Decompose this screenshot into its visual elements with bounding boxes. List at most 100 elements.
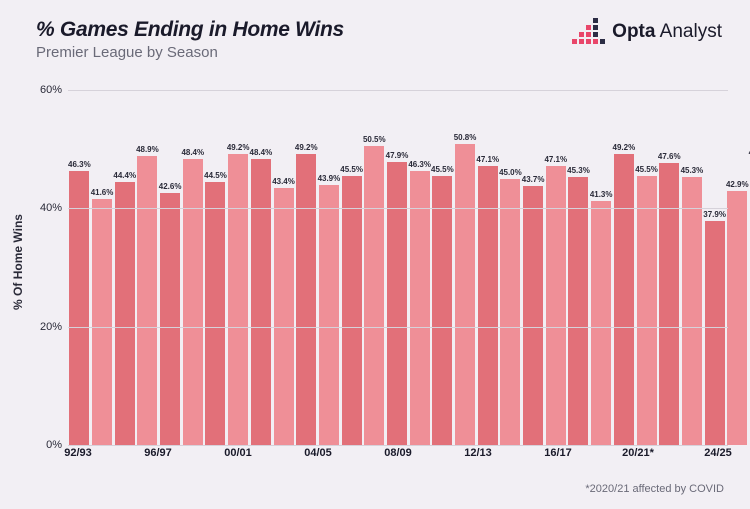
bar: 45.5% bbox=[431, 90, 454, 445]
x-tick-label: 08/09 bbox=[384, 447, 412, 459]
bar-value-label: 41.3% bbox=[590, 190, 613, 199]
bar: 44.5% bbox=[204, 90, 227, 445]
bar-value-label: 49.2% bbox=[295, 143, 318, 152]
bar: 43.9% bbox=[318, 90, 341, 445]
bar: 43.7% bbox=[522, 90, 545, 445]
bar-value-label: 47.6% bbox=[658, 152, 681, 161]
bar-rect bbox=[682, 177, 702, 445]
bar-value-label: 45.5% bbox=[431, 165, 454, 174]
bar-value-label: 45.3% bbox=[567, 166, 590, 175]
bar-rect bbox=[705, 221, 725, 445]
bar-rect bbox=[274, 188, 294, 445]
bar-rect bbox=[591, 201, 611, 445]
chart-subtitle: Premier League by Season bbox=[36, 44, 344, 61]
bar-value-label: 47.1% bbox=[476, 155, 499, 164]
bar-rect bbox=[659, 163, 679, 445]
bar: 46.3% bbox=[408, 90, 431, 445]
x-tick-label: 12/13 bbox=[464, 447, 492, 459]
gridline bbox=[68, 208, 728, 209]
bar-rect bbox=[92, 199, 112, 445]
bar-rect bbox=[69, 171, 89, 445]
bar: 48.9% bbox=[136, 90, 159, 445]
bar-rect bbox=[455, 144, 475, 445]
bar: 47.1% bbox=[476, 90, 499, 445]
bar-rect bbox=[205, 182, 225, 445]
x-tick-label: 00/01 bbox=[224, 447, 252, 459]
bar-rect bbox=[364, 146, 384, 445]
bar-value-label: 45.3% bbox=[681, 166, 704, 175]
bar: 47.6% bbox=[658, 90, 681, 445]
title-block: % Games Ending in Home Wins Premier Leag… bbox=[36, 18, 344, 61]
y-tick-label: 60% bbox=[30, 84, 62, 96]
bar-rect bbox=[296, 154, 316, 445]
bar-value-label: 46.3% bbox=[408, 160, 431, 169]
bar: 45.5% bbox=[635, 90, 658, 445]
footnote: *2020/21 affected by COVID bbox=[585, 483, 724, 495]
opta-logo-icon bbox=[572, 18, 606, 46]
bar-rect bbox=[614, 154, 634, 445]
brand-text: Opta Analyst bbox=[612, 21, 722, 43]
x-tick-label: 04/05 bbox=[304, 447, 332, 459]
bar-value-label: 45.0% bbox=[499, 168, 522, 177]
bar: 45.0% bbox=[499, 90, 522, 445]
x-tick-label: 92/93 bbox=[64, 447, 92, 459]
bar-value-label: 44.5% bbox=[204, 171, 227, 180]
y-tick-label: 20% bbox=[30, 321, 62, 333]
bar-value-label: 43.9% bbox=[318, 174, 341, 183]
bar-value-label: 44.4% bbox=[113, 171, 136, 180]
bar: 47.1% bbox=[544, 90, 567, 445]
bar-rect bbox=[727, 191, 747, 445]
bar: 49.2% bbox=[295, 90, 318, 445]
bar-value-label: 46.3% bbox=[68, 160, 91, 169]
bar-value-label: 47.1% bbox=[544, 155, 567, 164]
gridline bbox=[68, 327, 728, 328]
bar-value-label: 43.7% bbox=[522, 175, 545, 184]
bar-value-label: 50.8% bbox=[454, 133, 477, 142]
bar-value-label: 48.9% bbox=[136, 145, 159, 154]
bar-value-label: 49.2% bbox=[227, 143, 250, 152]
gridline bbox=[68, 90, 728, 91]
bar-rect bbox=[115, 182, 135, 445]
bar: 50.8% bbox=[454, 90, 477, 445]
bar-rect bbox=[251, 159, 271, 445]
bar-rect bbox=[410, 171, 430, 445]
gridline bbox=[68, 445, 728, 446]
bar: 41.3% bbox=[590, 90, 613, 445]
bar: 44.4% bbox=[113, 90, 136, 445]
bar-rect bbox=[342, 176, 362, 445]
bar: 48.4% bbox=[181, 90, 204, 445]
bar-rect bbox=[500, 179, 520, 445]
x-axis: 92/9396/9700/0104/0508/0912/1316/1720/21… bbox=[68, 447, 728, 465]
bar-rect bbox=[637, 176, 657, 445]
bar-rect bbox=[183, 159, 203, 445]
bar: 47.9% bbox=[386, 90, 409, 445]
y-tick-label: 0% bbox=[30, 439, 62, 451]
bar-rect bbox=[523, 186, 543, 445]
bar: 37.9% bbox=[703, 90, 726, 445]
bar-rect bbox=[319, 185, 339, 445]
bar-value-label: 37.9% bbox=[703, 210, 726, 219]
bar-rect bbox=[387, 162, 407, 445]
bar-value-label: 49.2% bbox=[613, 143, 636, 152]
bar-value-label: 50.5% bbox=[363, 135, 386, 144]
bar-value-label: 48.4% bbox=[181, 148, 204, 157]
y-tick-label: 40% bbox=[30, 202, 62, 214]
bar: 45.5% bbox=[340, 90, 363, 445]
x-tick-label: 20/21* bbox=[622, 447, 654, 459]
bar-value-label: 45.5% bbox=[340, 165, 363, 174]
chart-title: % Games Ending in Home Wins bbox=[36, 18, 344, 42]
plot-area: 46.3%41.6%44.4%48.9%42.6%48.4%44.5%49.2%… bbox=[68, 90, 728, 445]
bar-rect bbox=[137, 156, 157, 445]
bar: 42.6% bbox=[159, 90, 182, 445]
x-tick-label: 96/97 bbox=[144, 447, 172, 459]
bar-rect bbox=[432, 176, 452, 445]
bar-value-label: 43.4% bbox=[272, 177, 295, 186]
x-tick-label: 16/17 bbox=[544, 447, 572, 459]
brand-logo: Opta Analyst bbox=[572, 18, 722, 46]
bar-value-label: 48.4% bbox=[250, 148, 273, 157]
bar: 50.5% bbox=[363, 90, 386, 445]
bar: 49.2% bbox=[227, 90, 250, 445]
bar: 48.4% bbox=[250, 90, 273, 445]
bar-value-label: 47.9% bbox=[386, 151, 409, 160]
bar: 42.9% bbox=[726, 90, 749, 445]
